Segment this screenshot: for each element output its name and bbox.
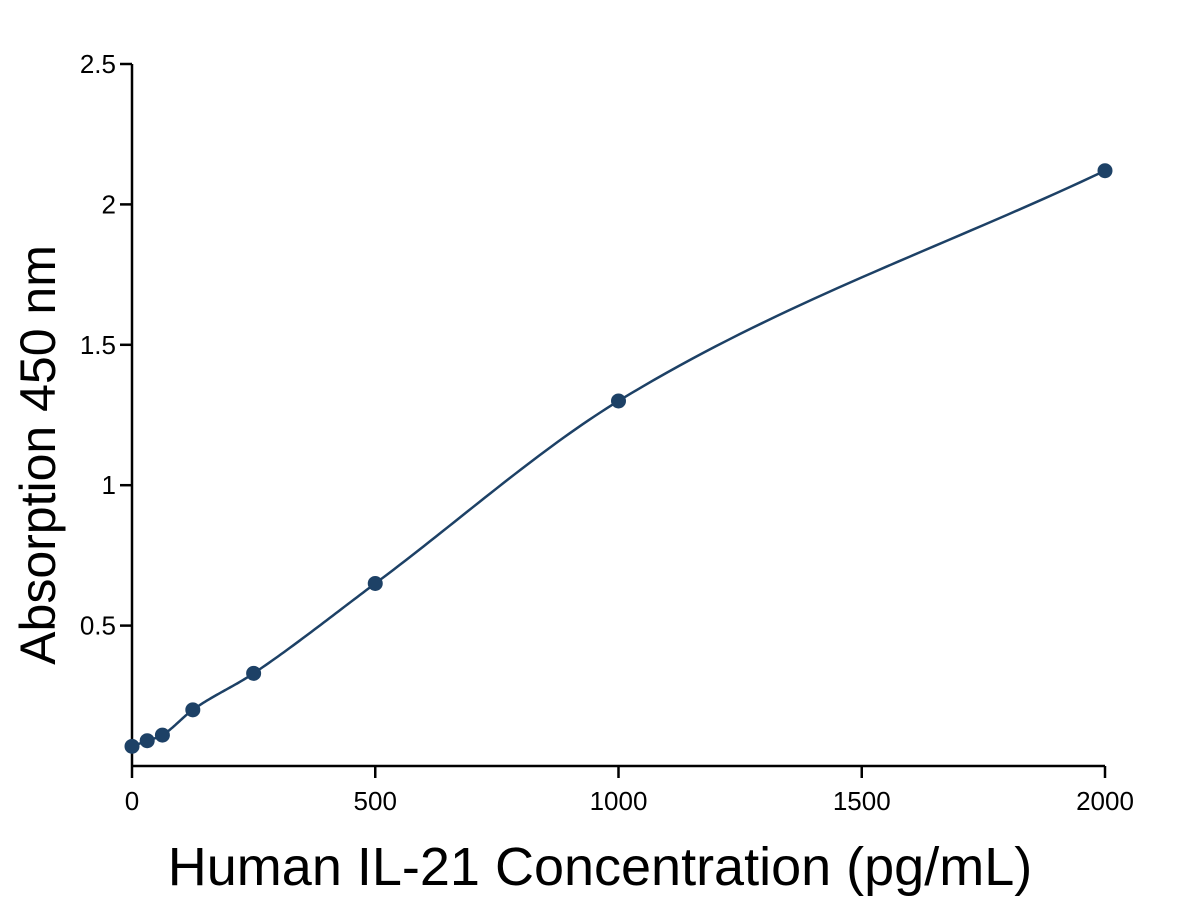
- x-axis: 0 500 1000 1500 2000: [125, 764, 1134, 816]
- data-point: [185, 702, 201, 718]
- data-point: [139, 733, 155, 749]
- x-tick-label: 1000: [590, 786, 648, 816]
- data-point: [246, 665, 262, 681]
- x-axis-title: Human IL-21 Concentration (pg/mL): [168, 837, 1032, 897]
- y-tick-label: 1.5: [80, 330, 116, 360]
- y-tick-label: 2.5: [80, 49, 116, 79]
- y-tick-label: 1: [102, 470, 116, 500]
- x-tick-label: 2000: [1076, 786, 1134, 816]
- y-tick-label: 2: [102, 189, 116, 219]
- data-point: [154, 727, 170, 743]
- fit-curve: [131, 169, 1106, 748]
- x-tick-label: 0: [125, 786, 139, 816]
- x-tick-label: 1500: [833, 786, 891, 816]
- data-point: [367, 575, 383, 591]
- x-ticks: 0 500 1000 1500 2000: [125, 766, 1134, 816]
- y-tick-label: 0.5: [80, 611, 116, 641]
- data-point: [1097, 163, 1113, 179]
- y-axis-title: Absorption 450 nm: [10, 245, 66, 665]
- x-tick-label: 500: [354, 786, 397, 816]
- y-axis: 0.5 1 1.5 2 2.5: [80, 49, 134, 766]
- y-ticks: 0.5 1 1.5 2 2.5: [80, 49, 132, 641]
- data-point: [611, 393, 626, 409]
- data-point: [124, 738, 140, 754]
- data-points: [124, 163, 1113, 754]
